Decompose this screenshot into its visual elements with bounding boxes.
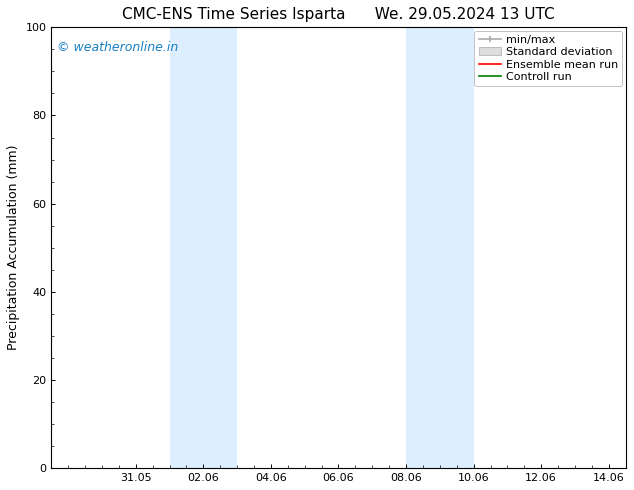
Text: © weatheronline.in: © weatheronline.in bbox=[57, 41, 178, 53]
Y-axis label: Precipitation Accumulation (mm): Precipitation Accumulation (mm) bbox=[7, 145, 20, 350]
Bar bbox=[406, 27, 474, 468]
Title: CMC-ENS Time Series Isparta      We. 29.05.2024 13 UTC: CMC-ENS Time Series Isparta We. 29.05.20… bbox=[122, 7, 555, 22]
Bar bbox=[169, 27, 237, 468]
Legend: min/max, Standard deviation, Ensemble mean run, Controll run: min/max, Standard deviation, Ensemble me… bbox=[474, 30, 623, 86]
